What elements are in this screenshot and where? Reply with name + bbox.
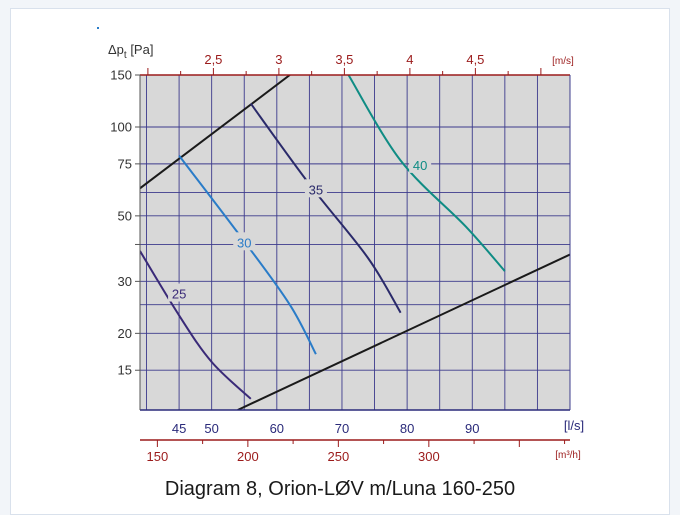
y-tick-label: 150 (110, 68, 132, 83)
x-tick-label-ls: 80 (400, 421, 414, 436)
curve-label-bg (168, 283, 191, 302)
y-tick-label: 100 (110, 119, 132, 134)
y-axis-label: Δpt [Pa] (108, 42, 153, 61)
x-tick-label-m3h: 200 (237, 449, 259, 464)
curve-label-bg (233, 232, 256, 251)
corner-marker (97, 27, 99, 29)
operating-limit-line (237, 253, 570, 410)
curve-label-25: 25 (172, 287, 186, 302)
x-axis-unit-velocity: [m/s] (552, 56, 574, 67)
sound-level-curve-30 (178, 154, 317, 355)
figure-caption: Diagram 8, Orion-LØV m/Luna 160-250 (164, 478, 516, 500)
x-axis-unit-m3h: [m³/h] (555, 450, 581, 461)
sound-level-curve-40 (347, 75, 506, 272)
x-tick-label-m3h: 250 (327, 449, 349, 464)
curve-label-35: 35 (309, 182, 323, 197)
x-tick-label-velocity: 3,5 (335, 52, 353, 67)
y-tick-label: 75 (118, 156, 132, 171)
curve-label-bg (409, 154, 432, 173)
x-axis-unit-ls: [l/s] (564, 418, 584, 433)
curve-label-bg (304, 179, 327, 198)
x-tick-label-ls: 90 (465, 421, 479, 436)
sound-level-curve-25 (140, 250, 252, 400)
x-tick-label-velocity: 3 (275, 52, 282, 67)
curve-label-30: 30 (237, 235, 251, 250)
x-tick-label-ls: 70 (335, 421, 349, 436)
operating-limit-line (140, 75, 291, 190)
x-tick-label-velocity: 4 (406, 52, 413, 67)
x-tick-label-m3h: 150 (147, 449, 169, 464)
x-tick-label-velocity: 4,5 (466, 52, 484, 67)
y-tick-label: 30 (118, 274, 132, 289)
y-tick-label: 20 (118, 326, 132, 341)
x-tick-label-ls: 50 (204, 421, 218, 436)
sound-level-curve-35 (249, 103, 402, 314)
y-tick-label: 50 (118, 208, 132, 223)
x-tick-label-ls: 60 (270, 421, 284, 436)
x-tick-label-m3h: 300 (418, 449, 440, 464)
curve-label-40: 40 (413, 158, 427, 173)
x-tick-label-velocity: 2,5 (204, 52, 222, 67)
x-tick-label-ls: 45 (172, 421, 186, 436)
y-tick-label: 15 (118, 363, 132, 378)
